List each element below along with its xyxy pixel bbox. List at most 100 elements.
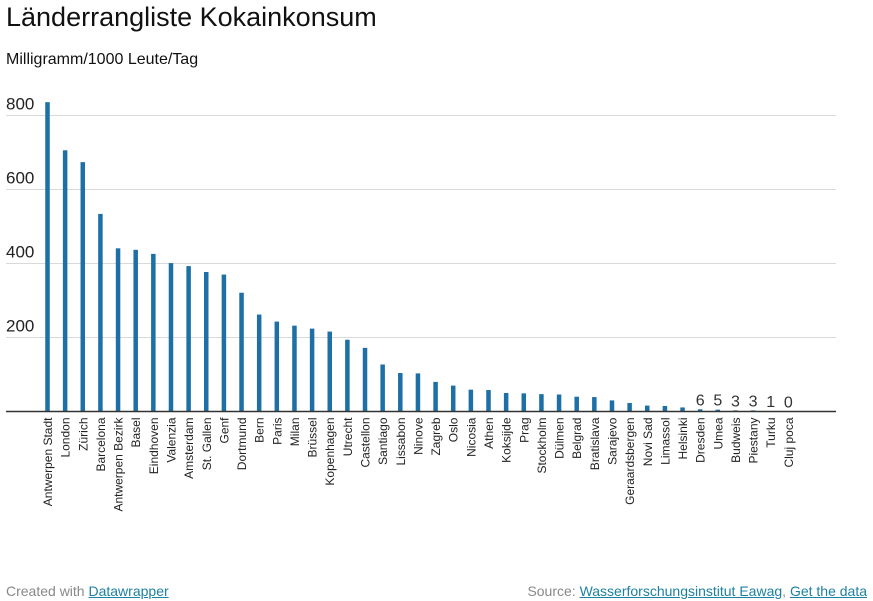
x-tick-label-7: Valenzia: [164, 417, 178, 462]
bar-29: [556, 394, 562, 412]
source-label: Source:: [527, 583, 576, 599]
bar-38: [715, 409, 721, 412]
x-tick-label-16: Kopenhagen: [323, 418, 337, 486]
x-tick-label-11: Dortmund: [235, 418, 249, 471]
bar-28: [539, 394, 544, 412]
bar-15: [309, 328, 315, 412]
x-tick-label-25: Athen: [482, 418, 496, 449]
x-tick-label-12: Bern: [253, 418, 267, 443]
data-label-40: 3: [749, 393, 758, 410]
x-tick-label-8: Amsterdam: [182, 418, 196, 479]
x-tick-label-34: Novi Sad: [641, 418, 655, 467]
bar-30: [574, 396, 579, 412]
x-tick-label-10: Genf: [217, 417, 231, 444]
data-label-37: 6: [696, 392, 705, 409]
bar-chart: 200 400 600 800 Antwerpen Stadt London Zürich B…: [6, 95, 836, 512]
x-tick-label-15: Brüssel: [306, 418, 320, 458]
bar-24: [468, 389, 474, 412]
bar-9: [204, 272, 209, 412]
bar-33: [627, 402, 632, 412]
x-tick-label-36: Helsinki: [676, 418, 690, 460]
x-tick-label-39: Budweis: [729, 418, 743, 463]
x-tick-label-3: Barcelona: [94, 417, 108, 471]
footer-source: Source: Wasserforschungsinstitut Eawag, …: [527, 583, 867, 599]
x-tick-label-21: Ninove: [411, 417, 425, 455]
bar-0: [45, 102, 50, 412]
x-tick-label-42: Cluj poca: [782, 417, 796, 467]
bar-13: [274, 321, 280, 412]
get-the-data-link[interactable]: Get the data: [789, 583, 867, 599]
chart-subtitle: Milligramm/1000 Leute/Tag: [6, 51, 199, 68]
x-tick-label-41: Turku: [764, 418, 778, 448]
x-tick-label-27: Prag: [517, 418, 531, 443]
data-label-41: 1: [766, 394, 775, 411]
footer-separator: ,: [782, 583, 787, 599]
y-tick-label-200: 200: [6, 317, 34, 336]
bar-5: [133, 249, 138, 412]
footer-created-with: Created with Datawrapper: [6, 583, 169, 599]
x-tick-label-19: Santiago: [376, 417, 390, 465]
datawrapper-link[interactable]: Datawrapper: [88, 583, 169, 599]
x-tick-label-24: Nicosia: [464, 417, 478, 457]
x-tick-label-32: Sarajevo: [605, 417, 619, 465]
data-label-39: 3: [731, 393, 740, 410]
created-with-text: Created with: [6, 583, 85, 599]
x-tick-label-1: London: [59, 418, 73, 458]
bar-36: [680, 407, 685, 412]
x-tick-label-9: St. Gallen: [200, 418, 214, 471]
bar-2: [80, 162, 86, 412]
bar-25: [486, 390, 491, 412]
x-tick-label-13: Paris: [270, 418, 284, 445]
bar-32: [609, 400, 615, 412]
bar-37: [697, 409, 703, 412]
x-tick-label-20: Lissabon: [394, 418, 408, 466]
data-label-42: 0: [784, 395, 793, 412]
source-link[interactable]: Wasserforschungsinstitut Eawag: [579, 583, 783, 599]
x-tick-label-23: Oslo: [447, 417, 461, 442]
y-tick-label-800: 800: [6, 95, 34, 114]
bar-23: [450, 385, 456, 412]
bar-12: [256, 314, 262, 412]
x-tick-label-31: Bratislava: [588, 417, 602, 470]
bar-8: [186, 266, 191, 412]
x-tick-label-14: Milan: [288, 418, 302, 447]
x-tick-label-26: Koksijde: [500, 417, 514, 463]
x-tick-label-33: Geraardsbergen: [623, 418, 637, 505]
bar-31: [592, 397, 597, 412]
x-tick-label-37: Dresden: [694, 418, 708, 463]
x-tick-label-40: Piestany: [747, 418, 761, 464]
bar-6: [151, 253, 156, 412]
bar-20: [398, 373, 403, 412]
bar-10: [221, 274, 227, 412]
x-tick-label-18: Castellon: [359, 418, 373, 468]
bar-7: [168, 263, 174, 412]
bar-26: [503, 393, 509, 412]
bar-17: [345, 339, 350, 412]
bar-22: [433, 381, 438, 412]
x-tick-label-0: Antwerpen Stadt: [41, 417, 55, 506]
y-tick-label-600: 600: [6, 169, 34, 188]
x-tick-label-2: Zürich: [76, 418, 90, 451]
bar-4: [115, 248, 121, 412]
bar-27: [521, 393, 527, 412]
bar-18: [362, 347, 368, 412]
x-tick-label-29: Dülmen: [553, 418, 567, 459]
bar-3: [98, 213, 103, 412]
bar-16: [327, 331, 332, 412]
bar-19: [380, 364, 385, 412]
bar-21: [415, 373, 421, 412]
x-tick-label-30: Belgrad: [570, 418, 584, 459]
data-label-38: 5: [713, 393, 722, 410]
chart-title: Länderrangliste Kokainkonsum: [6, 2, 377, 32]
x-tick-label-22: Zagreb: [429, 417, 443, 455]
bar-34: [645, 405, 650, 412]
bar-11: [239, 292, 244, 412]
bar-35: [662, 405, 668, 412]
y-tick-label-400: 400: [6, 243, 34, 262]
bar-14: [292, 325, 297, 412]
x-tick-label-5: Basel: [129, 418, 143, 448]
bar-1: [62, 150, 68, 412]
x-tick-label-4: Antwerpen Bezirk: [112, 417, 126, 512]
x-tick-label-6: Eindhoven: [147, 418, 161, 475]
x-tick-label-17: Utrecht: [341, 417, 355, 456]
